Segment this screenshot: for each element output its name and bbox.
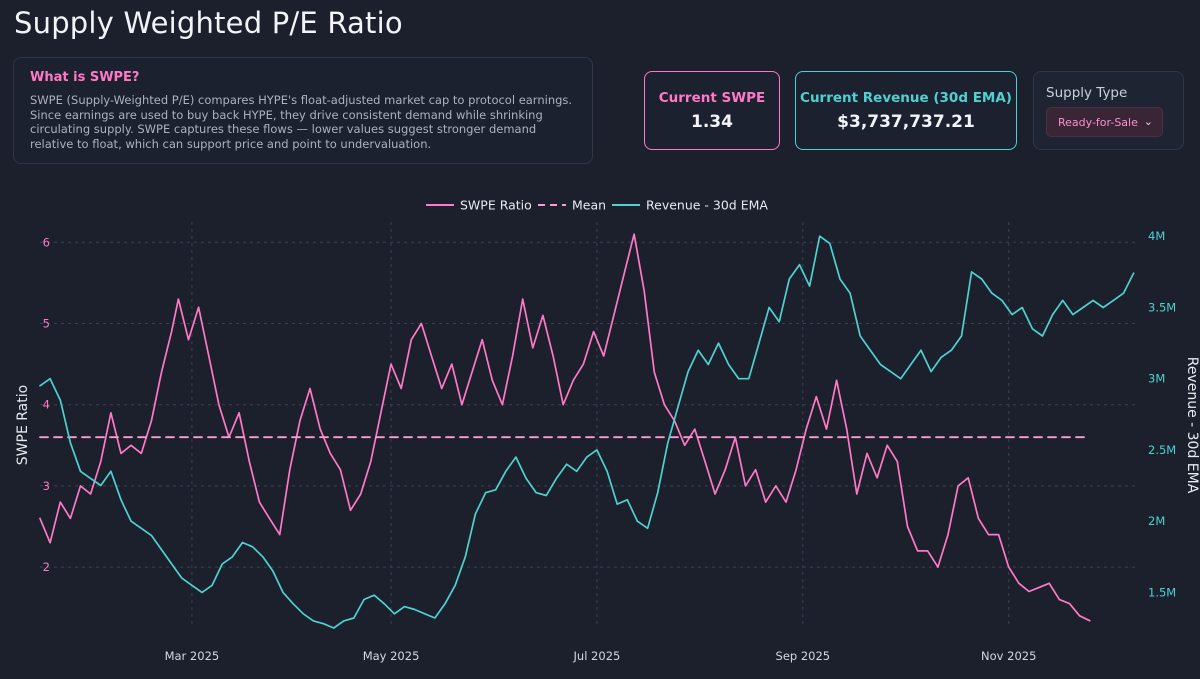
supply-type-selected: Ready-for-Sale	[1058, 115, 1138, 129]
current-swpe-value: 1.34	[691, 112, 733, 132]
chart-lines	[39, 233, 1135, 629]
legend-revenue-label: Revenue - 30d EMA	[646, 198, 768, 213]
y-tick-label: 6	[43, 235, 50, 249]
x-tick-label: Nov 2025	[981, 649, 1036, 663]
page-title: Supply Weighted P/E Ratio	[14, 6, 403, 40]
y-tick-label: 5	[43, 317, 50, 331]
chart-legend: SWPE Ratio Mean Revenue - 30d EMA	[426, 198, 768, 213]
info-heading: What is SWPE?	[30, 70, 140, 85]
y2-tick-label: 4M	[1148, 229, 1165, 243]
revenue-ema-line	[39, 235, 1135, 629]
legend-mean-label: Mean	[572, 198, 606, 213]
chevron-down-icon: ⌄	[1143, 115, 1153, 128]
x-tick-label: Jul 2025	[573, 649, 621, 663]
y2-tick-label: 1.5M	[1148, 585, 1176, 599]
y2-axis-title: Revenue - 30d EMA	[1184, 357, 1200, 494]
x-tick-label: May 2025	[363, 649, 420, 663]
y-tick-label: 3	[43, 479, 50, 493]
supply-type-card: Supply Type Ready-for-Sale ⌄	[1033, 71, 1184, 150]
current-revenue-value: $3,737,737.21	[837, 112, 975, 132]
legend-swpe-label: SWPE Ratio	[460, 198, 532, 213]
chart-grid	[40, 222, 1137, 628]
swpe-ratio-line	[39, 233, 1091, 622]
supply-type-select[interactable]: Ready-for-Sale ⌄	[1046, 107, 1163, 137]
current-revenue-label: Current Revenue (30d EMA)	[800, 90, 1012, 106]
current-revenue-card: Current Revenue (30d EMA) $3,737,737.21	[795, 71, 1017, 150]
current-swpe-card: Current SWPE 1.34	[644, 71, 780, 150]
current-swpe-label: Current SWPE	[658, 90, 766, 106]
info-description: SWPE (Supply-Weighted P/E) compares HYPE…	[30, 93, 573, 151]
x-tick-label: Mar 2025	[165, 649, 220, 663]
x-tick-label: Sep 2025	[776, 649, 831, 663]
supply-type-label: Supply Type	[1046, 85, 1128, 101]
chart-axes: Mar 2025 May 2025 Jul 2025 Sep 2025 Nov 2025…	[15, 229, 1200, 663]
y2-tick-label: 3M	[1148, 372, 1165, 386]
y-tick-label: 2	[43, 560, 50, 574]
y2-tick-label: 2.5M	[1148, 443, 1176, 457]
y-tick-label: 4	[43, 398, 50, 412]
swpe-info-card: What is SWPE? SWPE (Supply-Weighted P/E)…	[13, 57, 593, 164]
y2-tick-label: 2M	[1148, 514, 1165, 528]
y-axis-title: SWPE Ratio	[15, 385, 31, 465]
y2-tick-label: 3.5M	[1148, 300, 1176, 314]
